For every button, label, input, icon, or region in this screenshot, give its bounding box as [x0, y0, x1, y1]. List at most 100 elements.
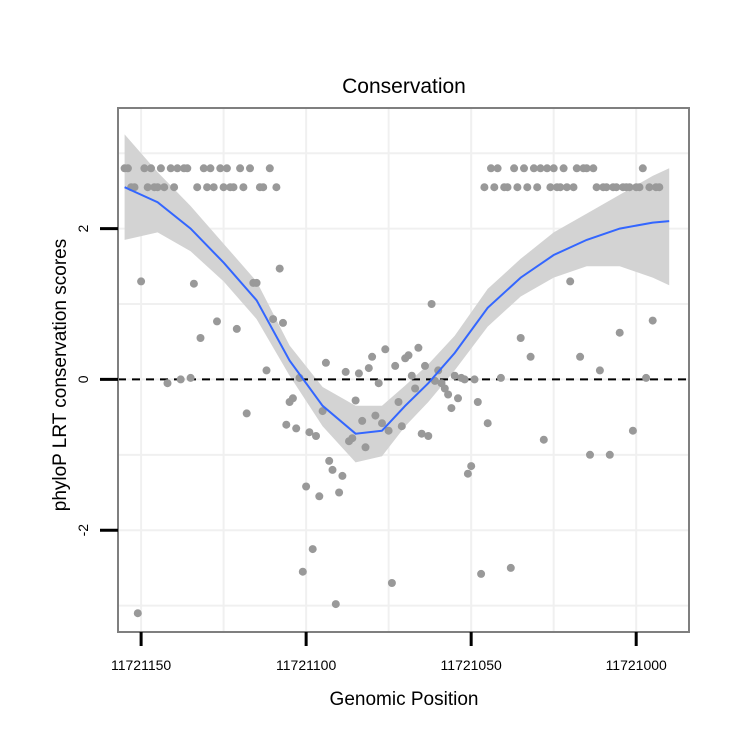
data-point [315, 492, 324, 501]
data-point [222, 164, 231, 173]
data-point [183, 164, 192, 173]
data-point [444, 390, 453, 399]
data-point [549, 164, 558, 173]
data-point [526, 352, 535, 361]
data-point [635, 183, 644, 192]
data-point [371, 411, 380, 420]
confidence-ribbon-layer [124, 134, 670, 463]
data-point [592, 183, 601, 192]
data-point [493, 164, 502, 173]
data-point [193, 183, 202, 192]
data-point [318, 407, 327, 416]
data-point [166, 164, 175, 173]
data-point [404, 351, 413, 360]
data-point [133, 609, 142, 618]
data-point [219, 183, 228, 192]
data-point [368, 352, 377, 361]
data-point [529, 164, 538, 173]
data-point [559, 164, 568, 173]
data-point [361, 443, 370, 452]
data-point [140, 164, 149, 173]
data-point [137, 277, 146, 286]
data-point [417, 429, 426, 438]
y-tick-label: 0 [75, 375, 91, 383]
data-point [582, 164, 591, 173]
data-point [407, 371, 416, 380]
data-point [186, 373, 195, 382]
data-point [378, 419, 386, 428]
data-point [312, 432, 320, 440]
data-point [331, 600, 340, 609]
data-point [325, 456, 334, 465]
data-point [163, 379, 172, 388]
data-point [602, 183, 611, 192]
chart-title: Conservation [342, 75, 466, 98]
data-point [328, 465, 337, 474]
data-point [176, 375, 185, 384]
data-point [387, 579, 396, 587]
data-point [348, 434, 357, 443]
data-point [236, 164, 245, 173]
data-point [229, 183, 238, 192]
data-point [308, 545, 317, 554]
data-point [523, 183, 532, 192]
data-point [265, 164, 274, 173]
data-point [477, 569, 486, 578]
data-point [589, 164, 598, 173]
data-point [645, 183, 654, 192]
data-point [272, 183, 281, 192]
data-point [543, 164, 552, 173]
data-point [513, 183, 522, 192]
data-point [259, 183, 268, 192]
data-point [123, 164, 132, 173]
scatter-points [120, 164, 664, 618]
data-point [391, 361, 400, 370]
data-point [262, 366, 271, 375]
data-point [450, 371, 459, 380]
data-point [467, 462, 476, 471]
smooth-line [124, 186, 670, 435]
data-point [638, 164, 647, 173]
data-point [209, 183, 218, 192]
data-point [483, 419, 492, 428]
data-point [394, 398, 403, 406]
confidence-ribbon [124, 134, 670, 463]
data-point [381, 345, 390, 354]
data-point [338, 471, 347, 480]
data-point [648, 316, 657, 325]
data-point [496, 373, 505, 382]
data-point [275, 264, 284, 273]
data-point [506, 563, 515, 572]
data-point [302, 482, 311, 491]
data-point [196, 334, 205, 342]
data-point [199, 164, 208, 173]
data-point [480, 183, 489, 192]
data-point [216, 164, 225, 173]
x-tick-label: 11721050 [441, 657, 502, 673]
data-point [242, 409, 251, 418]
data-point [279, 318, 287, 327]
data-point [566, 277, 575, 286]
data-point [546, 183, 555, 192]
data-point [189, 279, 198, 288]
data-point [463, 469, 472, 478]
data-point [454, 394, 462, 403]
data-point [232, 324, 241, 333]
data-point [321, 358, 330, 367]
data-point [490, 183, 499, 192]
data-point [173, 164, 182, 173]
data-point [143, 183, 152, 192]
y-tick-label: 2 [75, 224, 91, 232]
data-point [625, 183, 634, 192]
data-point [605, 450, 614, 459]
data-point [556, 183, 565, 192]
data-point [364, 364, 373, 373]
x-tick-label: 11721150 [111, 657, 171, 673]
data-point [292, 424, 301, 433]
x-tick-label: 11721000 [606, 657, 667, 673]
data-point [170, 183, 179, 192]
data-point [335, 488, 344, 497]
data-point [572, 164, 581, 173]
